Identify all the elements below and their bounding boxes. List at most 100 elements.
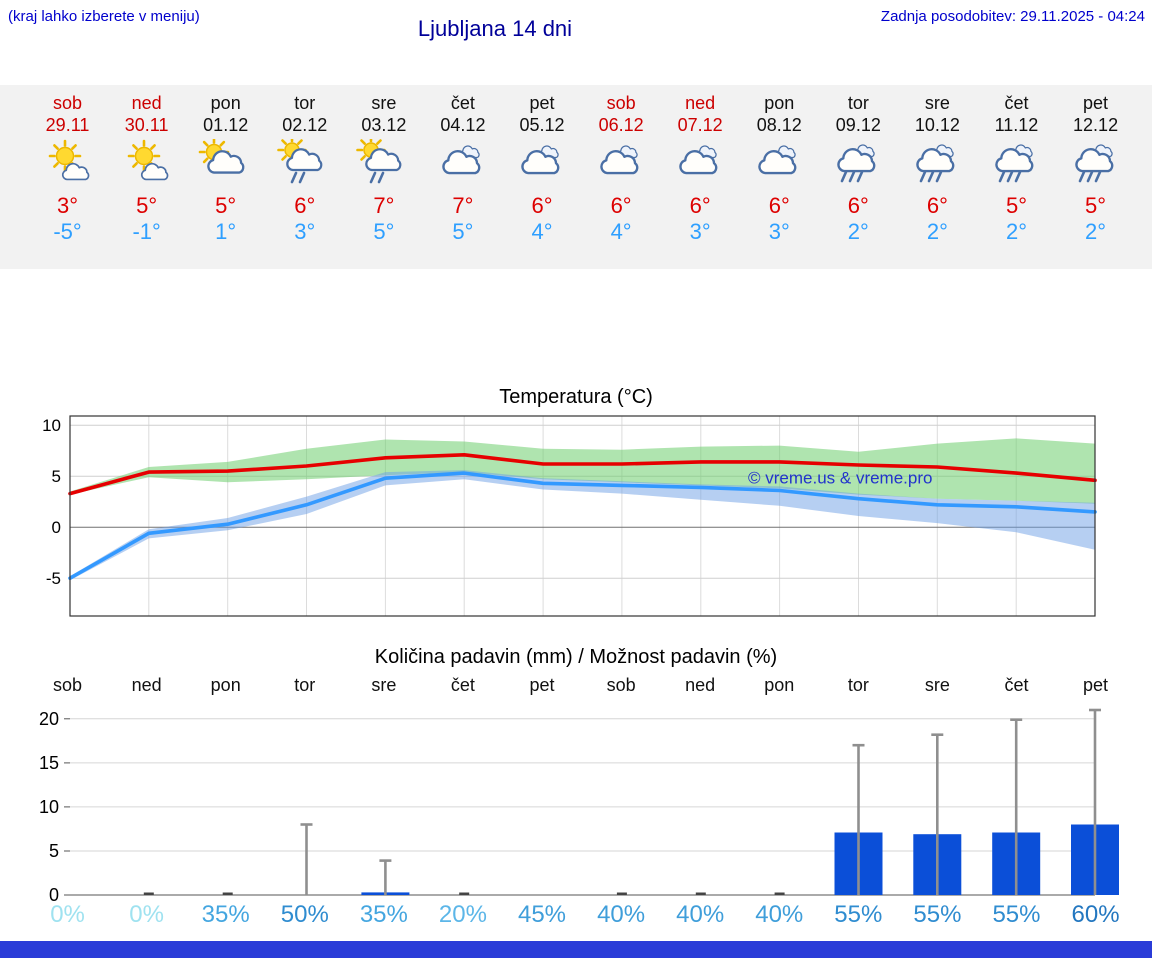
precip-day-label: sre bbox=[371, 675, 397, 695]
day-max-temp: 7° bbox=[373, 193, 395, 218]
day-date: 12.12 bbox=[1073, 115, 1119, 135]
precip-ytick-label: 0 bbox=[49, 885, 59, 905]
day-name: ned bbox=[131, 93, 162, 113]
day-date: 03.12 bbox=[361, 115, 407, 135]
precip-ytick-label: 15 bbox=[39, 753, 59, 773]
day-max-temp: 3° bbox=[57, 193, 79, 218]
precip-probability: 0% bbox=[129, 901, 164, 928]
day-max-temp: 6° bbox=[531, 193, 553, 218]
temp-ytick-label: 0 bbox=[52, 518, 61, 537]
precip-trace-mark bbox=[143, 892, 154, 895]
day-min-temp: 2° bbox=[926, 219, 948, 244]
precip-probability: 55% bbox=[834, 901, 883, 928]
weather-icon-slot bbox=[819, 136, 898, 192]
footer-bar bbox=[0, 941, 1152, 958]
temperature-chart: 10 5 0 -5 © vreme.us & vreme.pro bbox=[0, 410, 1152, 622]
precip-day-label: sob bbox=[606, 675, 636, 695]
precipitation-chart-title: Količina padavin (mm) / Možnost padavin … bbox=[374, 646, 778, 668]
precip-ytick-label: 20 bbox=[39, 709, 59, 729]
day-name: tor bbox=[847, 93, 869, 113]
forecast-day[interactable]: čet 11.12 5° 2° bbox=[977, 92, 1056, 245]
temperature-range-band bbox=[70, 438, 1095, 504]
weather-icon-slot bbox=[661, 136, 740, 192]
weather-icon-slot bbox=[186, 136, 265, 192]
temp-ytick-label: 5 bbox=[52, 467, 61, 486]
weather-icon-slot bbox=[265, 135, 344, 192]
cloudy-icon bbox=[521, 145, 560, 175]
precipitation-day-labels: sob ned pon tor sre čet pet sob ned pon tor sre čet p… bbox=[28, 675, 1135, 696]
day-min-temp: 4° bbox=[610, 219, 632, 244]
day-name: čet bbox=[1004, 93, 1029, 113]
page-title: Ljubljana 14 dni bbox=[417, 16, 573, 41]
day-min-temp: 1° bbox=[215, 219, 237, 244]
day-max-temp: 6° bbox=[689, 193, 711, 218]
day-name: pon bbox=[764, 93, 795, 113]
forecast-day[interactable]: tor 09.12 6° 2° bbox=[819, 92, 898, 245]
day-max-temp: 7° bbox=[452, 193, 474, 218]
rain-icon bbox=[1074, 144, 1113, 183]
day-min-temp: -1° bbox=[132, 219, 161, 244]
day-name: pet bbox=[529, 93, 555, 113]
forecast-day[interactable]: ned 30.11 5° -1° bbox=[107, 92, 186, 245]
day-date: 29.11 bbox=[45, 115, 90, 135]
location-hint: (kraj lahko izberete v meniju) bbox=[8, 8, 200, 25]
day-min-temp: 3° bbox=[294, 219, 316, 244]
forecast-day[interactable]: pon 08.12 6° 3° bbox=[740, 92, 819, 245]
forecast-day[interactable]: sob 29.11 3° -5° bbox=[28, 92, 107, 245]
precip-probability: 35% bbox=[201, 901, 250, 928]
day-max-temp: 5° bbox=[1005, 193, 1027, 218]
precip-day-label: pet bbox=[529, 675, 555, 695]
cloudy-icon bbox=[600, 145, 639, 175]
forecast-day[interactable]: pon 01.12 5° 1° bbox=[186, 92, 265, 245]
day-date: 05.12 bbox=[519, 115, 565, 135]
day-max-temp: 6° bbox=[768, 193, 790, 218]
day-min-temp: 2° bbox=[1085, 219, 1107, 244]
forecast-day[interactable]: sre 10.12 6° 2° bbox=[898, 92, 977, 245]
precip-probability: 40% bbox=[676, 901, 725, 928]
day-name: čet bbox=[450, 93, 475, 113]
precip-probability: 55% bbox=[992, 901, 1041, 928]
day-max-temp: 5° bbox=[215, 193, 237, 218]
forecast-day[interactable]: tor 02.12 6° 3° bbox=[265, 92, 344, 245]
forecast-day[interactable]: sre 03.12 7° 5° bbox=[344, 92, 423, 245]
precip-trace-mark bbox=[774, 892, 785, 895]
day-min-temp: 3° bbox=[768, 219, 790, 244]
sun-rain-icon bbox=[356, 135, 402, 184]
forecast-day[interactable]: ned 07.12 6° 3° bbox=[661, 92, 740, 245]
precip-day-label: sre bbox=[924, 675, 950, 695]
day-min-temp: 5° bbox=[373, 219, 395, 244]
weather-icon-slot bbox=[898, 136, 977, 192]
temperature-chart-title: Temperatura (°C) bbox=[499, 386, 653, 408]
day-date: 06.12 bbox=[598, 115, 644, 135]
day-min-temp: 4° bbox=[531, 219, 553, 244]
precip-trace-mark bbox=[616, 892, 627, 895]
rain-icon bbox=[837, 144, 876, 183]
precip-trace-mark bbox=[695, 892, 706, 895]
rain-icon bbox=[916, 144, 955, 183]
day-min-temp: 5° bbox=[452, 219, 474, 244]
precipitation-chart: 0 5 10 15 20 bbox=[0, 702, 1152, 907]
temperature-chart-svg: 10 5 0 -5 © vreme.us & vreme.pro bbox=[42, 415, 1097, 617]
precip-ytick-label: 10 bbox=[39, 797, 59, 817]
rain-icon bbox=[995, 144, 1034, 183]
forecast-day[interactable]: pet 05.12 6° 4° bbox=[502, 92, 581, 245]
day-name: ned bbox=[685, 93, 716, 113]
day-max-temp: 6° bbox=[294, 193, 316, 218]
precip-day-label: tor bbox=[847, 675, 869, 695]
forecast-day[interactable]: sob 06.12 6° 4° bbox=[582, 92, 661, 245]
precip-probability: 0% bbox=[50, 901, 85, 928]
temp-ytick-label: -5 bbox=[46, 569, 61, 588]
weather-icon-slot bbox=[423, 136, 502, 192]
watermark-link[interactable]: © vreme.us & vreme.pro bbox=[748, 468, 932, 487]
day-max-temp: 5° bbox=[1085, 193, 1107, 218]
day-min-temp: 3° bbox=[689, 219, 711, 244]
weather-icon-slot bbox=[1056, 136, 1135, 192]
precip-trace-mark bbox=[459, 892, 470, 895]
forecast-day[interactable]: pet 12.12 5° 2° bbox=[1056, 92, 1135, 245]
forecast-day[interactable]: čet 04.12 7° 5° bbox=[423, 92, 502, 245]
weather-icon-slot bbox=[107, 136, 186, 192]
precip-day-label: ned bbox=[131, 675, 162, 695]
day-name: pon bbox=[210, 93, 241, 113]
day-name: sre bbox=[924, 93, 950, 113]
weather-icon-slot bbox=[28, 136, 107, 192]
